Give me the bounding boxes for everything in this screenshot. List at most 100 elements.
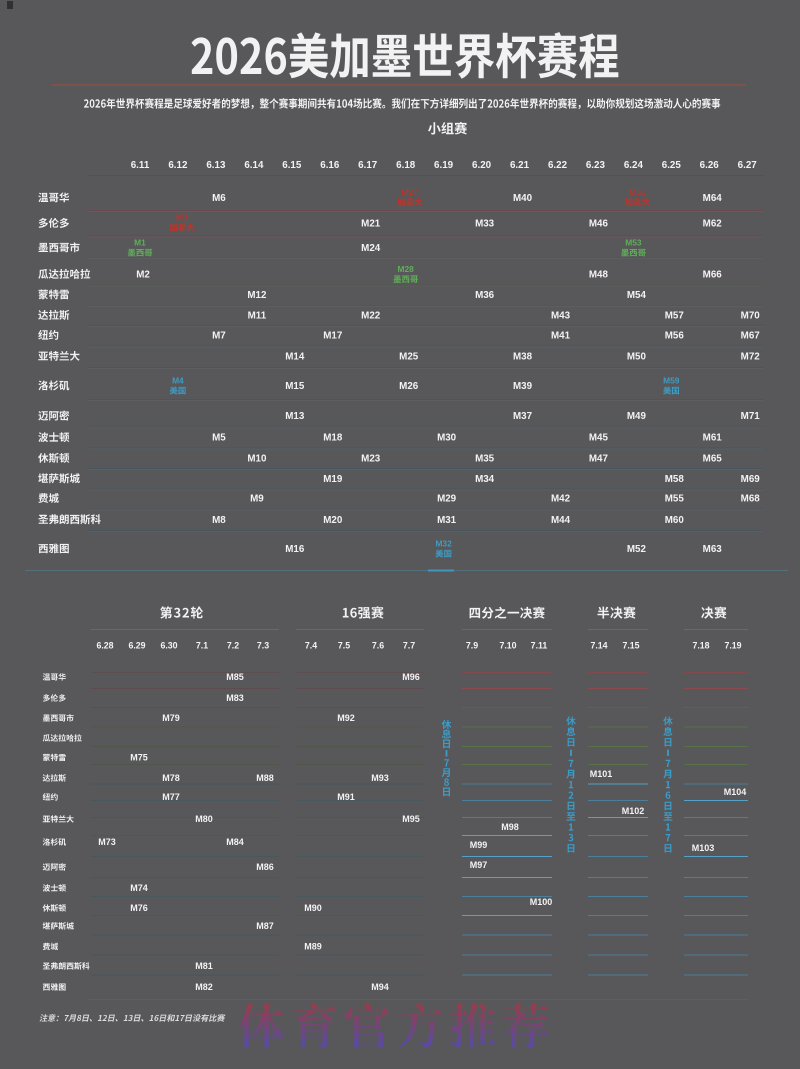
svg-text:7.19: 7.19: [724, 641, 741, 651]
svg-text:M5: M5: [212, 433, 226, 444]
svg-text:6.19: 6.19: [434, 160, 454, 171]
svg-text:M72: M72: [741, 352, 761, 363]
svg-text:M82: M82: [195, 982, 213, 992]
svg-text:M83: M83: [226, 693, 244, 703]
svg-text:6.15: 6.15: [282, 160, 302, 171]
svg-text:M103: M103: [692, 843, 715, 853]
svg-text:M19: M19: [323, 474, 343, 485]
svg-text:M78: M78: [162, 773, 180, 783]
svg-text:M7: M7: [212, 331, 226, 342]
svg-text:M73: M73: [98, 837, 116, 847]
svg-text:M68: M68: [741, 494, 761, 505]
svg-text:7.5: 7.5: [338, 641, 350, 651]
svg-text:M3: M3: [176, 213, 188, 223]
svg-text:M51: M51: [629, 187, 646, 197]
svg-text:M80: M80: [195, 814, 213, 824]
svg-text:M76: M76: [130, 903, 148, 913]
svg-text:M81: M81: [195, 961, 213, 971]
svg-text:M62: M62: [703, 219, 723, 230]
svg-text:M75: M75: [130, 753, 148, 763]
svg-text:6.14: 6.14: [244, 160, 264, 171]
svg-text:7.6: 7.6: [372, 641, 384, 651]
svg-text:M58: M58: [665, 474, 685, 485]
svg-text:M2: M2: [136, 270, 150, 281]
svg-text:M33: M33: [475, 219, 495, 230]
svg-text:M85: M85: [226, 672, 244, 682]
svg-text:M88: M88: [256, 773, 274, 783]
svg-text:M91: M91: [337, 792, 355, 802]
svg-text:M22: M22: [361, 311, 381, 322]
svg-text:M79: M79: [162, 713, 180, 723]
svg-text:M52: M52: [627, 544, 647, 555]
svg-text:M41: M41: [551, 331, 571, 342]
svg-text:M84: M84: [226, 837, 244, 847]
svg-text:M64: M64: [703, 193, 723, 204]
svg-text:M50: M50: [627, 352, 647, 363]
svg-text:M46: M46: [589, 219, 609, 230]
svg-text:M39: M39: [513, 381, 533, 392]
svg-text:6.25: 6.25: [662, 160, 682, 171]
svg-text:M42: M42: [551, 494, 571, 505]
svg-text:M102: M102: [622, 806, 645, 816]
svg-text:M48: M48: [589, 270, 609, 281]
svg-text:7.4: 7.4: [305, 641, 317, 651]
svg-text:6.12: 6.12: [168, 160, 188, 171]
svg-text:M14: M14: [285, 352, 305, 363]
svg-text:6.21: 6.21: [510, 160, 530, 171]
svg-text:M77: M77: [162, 792, 180, 802]
svg-text:M36: M36: [475, 290, 495, 301]
svg-text:M65: M65: [703, 454, 723, 465]
svg-text:7.9: 7.9: [466, 641, 478, 651]
svg-text:M13: M13: [285, 411, 305, 422]
svg-text:M47: M47: [589, 454, 609, 465]
svg-text:6.28: 6.28: [96, 641, 113, 651]
svg-text:7.15: 7.15: [622, 641, 639, 651]
svg-text:M100: M100: [530, 897, 553, 907]
svg-text:M74: M74: [130, 883, 148, 893]
svg-text:M12: M12: [247, 290, 267, 301]
svg-text:M31: M31: [437, 515, 457, 526]
svg-text:7.1: 7.1: [196, 641, 208, 651]
svg-text:M32: M32: [435, 539, 452, 549]
svg-text:6.24: 6.24: [624, 160, 644, 171]
svg-text:M44: M44: [551, 515, 571, 526]
svg-text:M28: M28: [398, 264, 415, 274]
svg-text:M93: M93: [371, 773, 389, 783]
svg-text:M67: M67: [741, 331, 761, 342]
svg-text:M11: M11: [248, 311, 267, 322]
svg-text:M86: M86: [256, 862, 274, 872]
svg-text:M40: M40: [513, 193, 533, 204]
svg-text:M61: M61: [703, 433, 723, 444]
svg-text:M38: M38: [513, 352, 533, 363]
svg-text:M94: M94: [371, 982, 389, 992]
svg-text:M96: M96: [402, 672, 420, 682]
svg-text:M92: M92: [337, 713, 355, 723]
svg-text:M15: M15: [285, 381, 305, 392]
svg-text:M54: M54: [627, 290, 647, 301]
svg-text:M69: M69: [741, 474, 761, 485]
svg-text:M16: M16: [285, 544, 305, 555]
svg-text:M20: M20: [323, 515, 343, 526]
svg-text:M43: M43: [551, 311, 571, 322]
svg-text:M98: M98: [501, 822, 519, 832]
svg-text:6.30: 6.30: [160, 641, 177, 651]
svg-text:7.14: 7.14: [590, 641, 607, 651]
svg-text:M45: M45: [589, 433, 609, 444]
svg-text:M56: M56: [665, 331, 685, 342]
svg-text:M21: M21: [361, 219, 381, 230]
svg-text:M97: M97: [470, 860, 488, 870]
svg-text:M60: M60: [665, 515, 685, 526]
svg-text:7.7: 7.7: [403, 641, 415, 651]
svg-text:M49: M49: [627, 411, 647, 422]
svg-text:M70: M70: [741, 311, 761, 322]
svg-text:7.2: 7.2: [227, 641, 239, 651]
svg-text:6.20: 6.20: [472, 160, 492, 171]
svg-text:M25: M25: [399, 352, 419, 363]
svg-text:M34: M34: [475, 474, 495, 485]
svg-text:M101: M101: [590, 769, 613, 779]
svg-text:M55: M55: [665, 494, 685, 505]
svg-text:7.18: 7.18: [692, 641, 709, 651]
svg-text:6.17: 6.17: [358, 160, 378, 171]
svg-text:M90: M90: [304, 903, 322, 913]
svg-text:M6: M6: [212, 193, 226, 204]
